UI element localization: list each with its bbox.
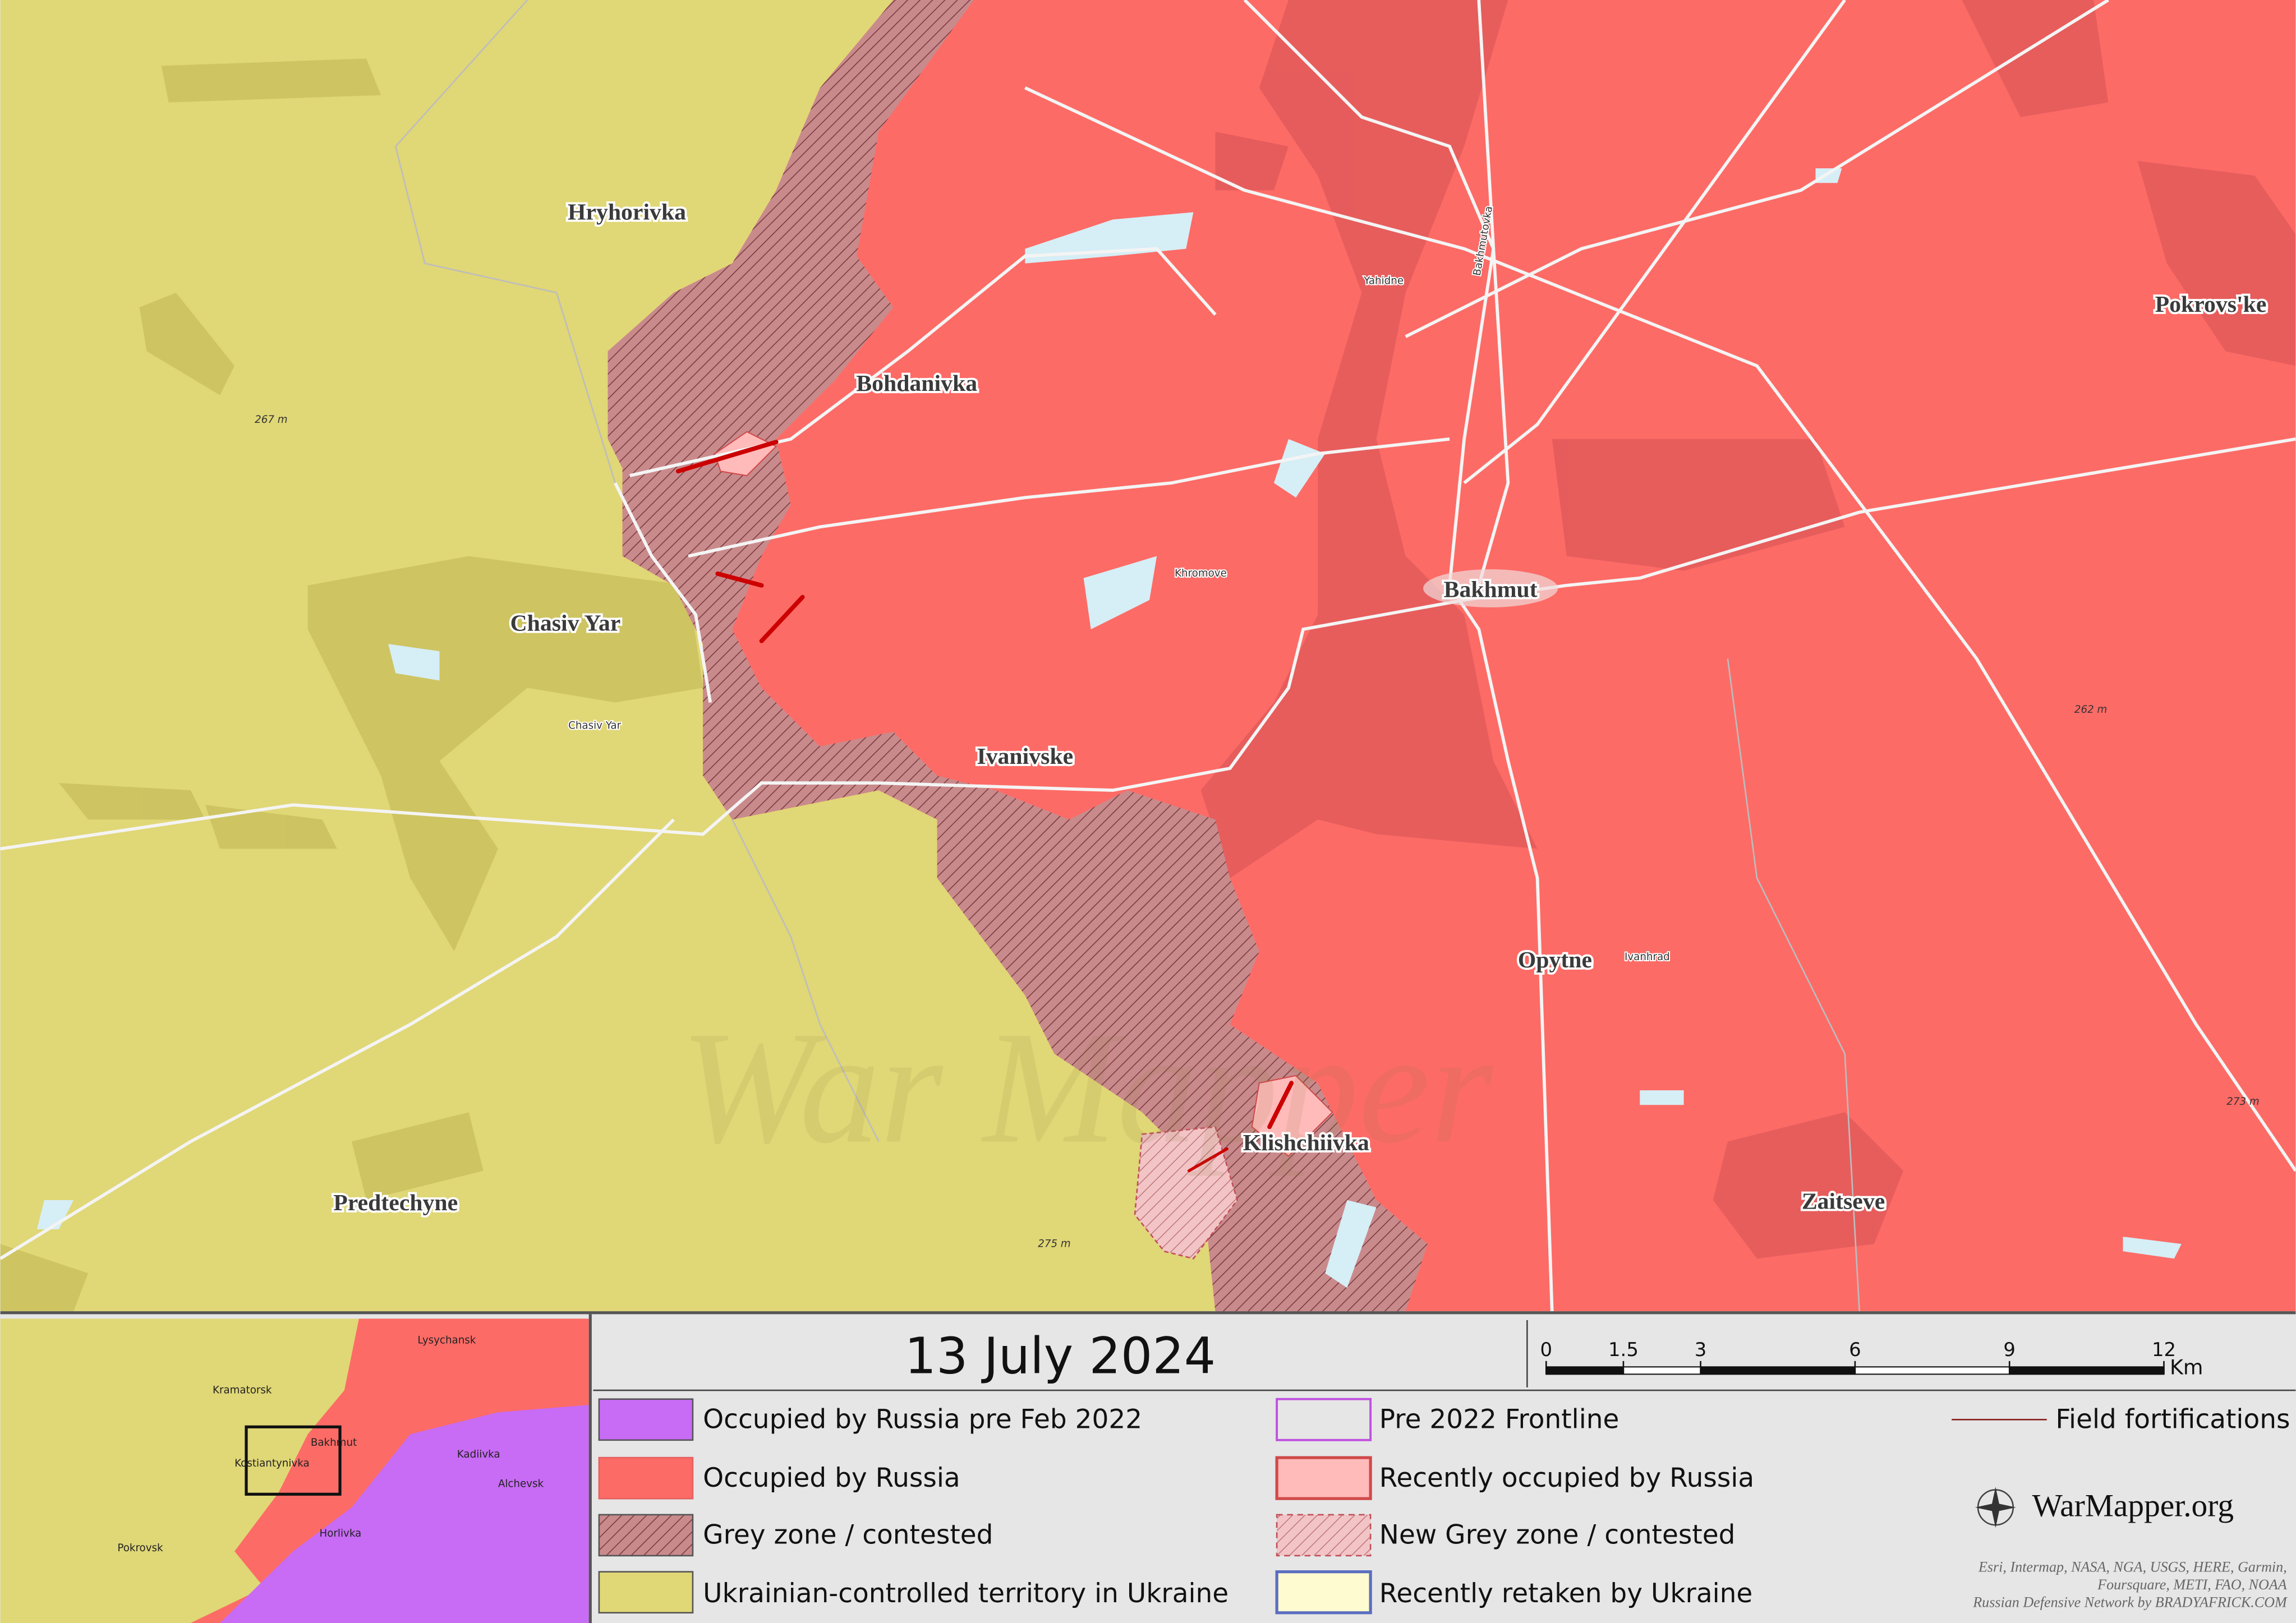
grey-zone [608,0,1428,1312]
recently-occupied [714,431,777,477]
watermark: War Mapper [680,998,1496,1177]
legend-swatch [1275,1570,1372,1615]
inset-label: Pokrovsk [117,1542,163,1554]
inset-label: Horlivka [319,1528,361,1539]
scale-tick-label: 1.5 [1608,1339,1639,1361]
place-label: Bakhmut [1444,577,1538,603]
date-title: 13 July 2024 [905,1327,1216,1385]
recent-advances [675,440,1294,1173]
scale-tick-label: 0 [1540,1339,1553,1361]
compass-icon [1975,1487,2016,1528]
new-grey-zone [1134,1126,1239,1260]
place-label: Predtechyne [333,1190,458,1216]
place-labels: Hryhorivka Bohdanivka Chasiv Yar Ivanivs… [255,197,2269,1250]
scale-segment [1545,1366,1624,1375]
legend-label: Ukrainian-controlled territory in Ukrain… [703,1578,1228,1609]
scale-unit: Km [2170,1355,2203,1379]
place-label: Chasiv Yar [510,611,620,637]
elevation-label: 262 m [2074,704,2107,716]
minor-label: Ivanhrad [1625,951,1670,963]
branding: WarMapper.org Esri, Intermap, NASA, NGA,… [1972,1487,2288,1610]
scale-tick-label: 3 [1695,1339,1707,1361]
legend-label: Occupied by Russia [703,1463,960,1493]
elevation-label: 275 m [1038,1238,1070,1249]
scale-segment [1622,1366,1701,1375]
place-label: Zaitseve [1802,1188,1885,1214]
roads [0,0,2296,1312]
inset-label: Kramatorsk [213,1384,272,1396]
legend-swatch [1275,1456,1372,1500]
place-label: Opytne [1518,947,1592,973]
scale-segment [1854,1366,2010,1375]
minor-label: Chasiv Yar [568,720,621,732]
scale-segment [1700,1366,1856,1375]
inset-label: Lysychansk [417,1335,476,1347]
legend-label: Field fortifications [2055,1404,2290,1435]
inset-label: Alchevsk [498,1478,544,1490]
place-label: Ivanivske [977,744,1073,769]
inset-frame [245,1425,342,1496]
inset-label: Kadiivka [457,1449,500,1460]
inset-map: Lysychansk Kramatorsk Bakhmut Kostiantyn… [0,1318,589,1623]
legend: Occupied by Russia pre Feb 2022 Occupied… [598,1398,2290,1615]
legend-swatch [598,1514,694,1557]
scale-tick-label: 12 [2152,1339,2176,1361]
minor-label: Yahidne [1363,275,1404,287]
scale-segment [2009,1366,2165,1375]
credit: Foursquare, METI, FAO, NOAA [2097,1576,2288,1593]
legend-label: Pre 2022 Frontline [1379,1404,1619,1435]
place-label: Hryhorivka [568,199,686,225]
minor-label: Khromove [1175,568,1227,579]
scale-tick-label: 9 [2003,1339,2016,1361]
legend-label: New Grey zone / contested [1379,1520,1736,1551]
city-halo [1423,569,1558,607]
credit: Esri, Intermap, NASA, NGA, USGS, HERE, G… [1978,1559,2287,1575]
recently-occupied [1251,1075,1333,1157]
legend-swatch [1276,1514,1372,1557]
inset-occupied-pre-2022 [220,1405,589,1623]
legend-label: Occupied by Russia pre Feb 2022 [703,1404,1142,1435]
place-label: Pokrovs'ke [2155,292,2267,317]
legend-swatch [598,1456,694,1500]
legend-swatch [598,1571,694,1614]
title-box [593,1317,2296,1391]
place-label: Bohdanivka [856,371,977,396]
elevation-label: 273 m [2226,1096,2259,1108]
elevation-label: 267 m [255,414,287,426]
inset-label: Bakhmut [311,1437,357,1449]
inset-label: Kostiantynivka [234,1458,310,1469]
place-label: Klishchiivka [1243,1130,1369,1156]
water [36,168,2182,1288]
legend-swatch [1276,1398,1372,1441]
legend-label: Recently occupied by Russia [1379,1463,1754,1493]
scale-tick-label: 6 [1849,1339,1861,1361]
legend-swatch [598,1398,694,1441]
brand: WarMapper.org [2032,1488,2234,1524]
legend-label: Recently retaken by Ukraine [1379,1578,1753,1609]
credit: Russian Defensive Network by BRADYAFRICK… [1972,1594,2288,1610]
main-map: War Mapper Hryhorivka Bohdanivka Chasiv … [0,0,2296,1312]
legend-label: Grey zone / contested [703,1520,993,1551]
